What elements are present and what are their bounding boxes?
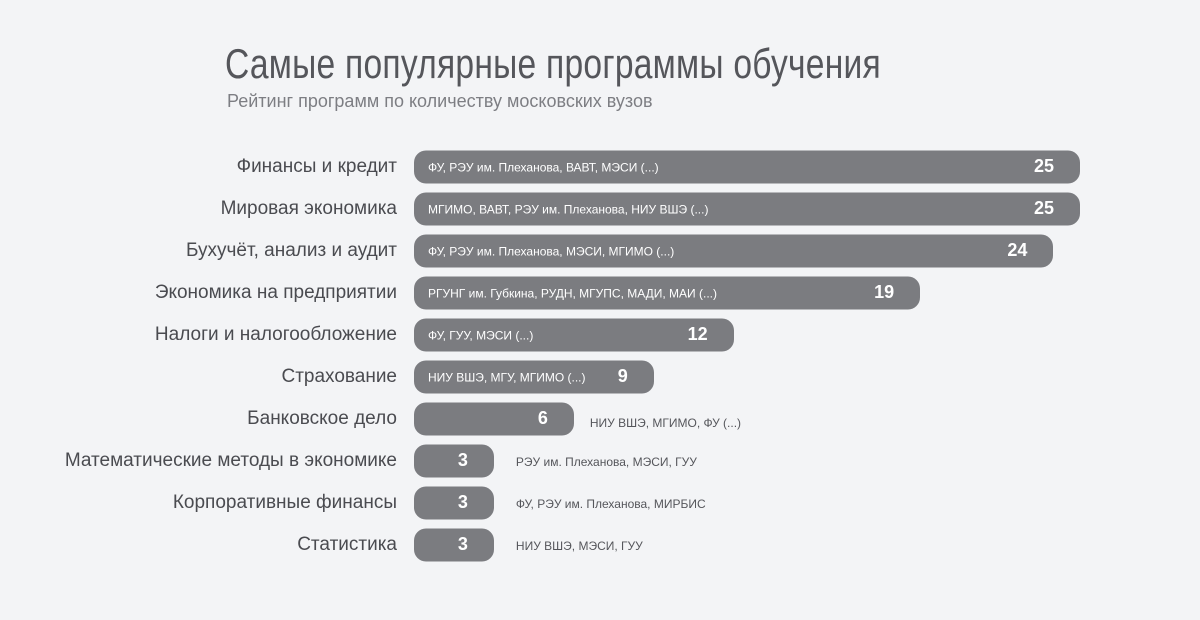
value-label: 9: [617, 365, 628, 386]
universities-label: НИУ ВШЭ, МГУ, МГИМО (...): [428, 370, 586, 384]
category-label: Экономика на предприятии: [154, 282, 397, 303]
value-label: 3: [457, 449, 468, 470]
bar: 12 ФУ, ГУУ, МЭСИ (...): [414, 318, 734, 352]
value-label: 3: [457, 491, 468, 512]
category-label: Статистика: [297, 534, 397, 555]
value-label: 25: [1033, 197, 1054, 218]
category-label: Корпоративные финансы: [172, 492, 397, 513]
universities-label: РЭУ им. Плеханова, МЭСИ, ГУУ: [515, 455, 697, 469]
category-label: Математические методы в экономике: [64, 450, 397, 471]
value-label: 24: [1007, 239, 1028, 260]
bar: 24 ФУ, РЭУ им. Плеханова, МЭСИ, МГИМО (..…: [414, 234, 1054, 268]
chart-title: Самые популярные программы обучения: [225, 40, 881, 87]
universities-label: НИУ ВШЭ, МЭСИ, ГУУ: [515, 539, 643, 553]
universities-label: НИУ ВШЭ, МГИМО, ФУ (...): [589, 416, 742, 430]
category-label: Финансы и кредит: [236, 156, 397, 177]
category-label: Налоги и налогообложение: [154, 324, 397, 345]
universities-label: ФУ, РЭУ им. Плеханова, ВАВТ, МЭСИ (...): [428, 160, 659, 174]
value-label: 12: [687, 323, 708, 344]
bar: 6: [414, 402, 574, 436]
universities-label: ФУ, ГУУ, МЭСИ (...): [428, 328, 534, 342]
value-label: 25: [1033, 155, 1054, 176]
bar: 25 МГИМО, ВАВТ, РЭУ им. Плеханова, НИУ ВШ…: [414, 192, 1080, 226]
category-label: Банковское дело: [247, 408, 397, 429]
chart-subtitle: Рейтинг программ по количеству московски…: [227, 91, 653, 111]
value-label: 6: [537, 407, 548, 428]
universities-label: РГУНГ им. Губкина, РУДН, МГУПС, МАДИ, МА…: [428, 286, 718, 300]
category-label: Бухучёт, анализ и аудит: [185, 240, 397, 261]
bar: 3: [414, 528, 494, 562]
category-label: Мировая экономика: [220, 198, 397, 219]
universities-label: МГИМО, ВАВТ, РЭУ им. Плеханова, НИУ ВШЭ …: [428, 202, 709, 216]
bar: 3: [414, 486, 494, 520]
bar: 19 РГУНГ им. Губкина, РУДН, МГУПС, МАДИ, …: [414, 276, 921, 310]
bar: 3: [414, 444, 494, 478]
value-label: 3: [457, 533, 468, 554]
universities-label: ФУ, РЭУ им. Плеханова, МИРБИС: [515, 497, 706, 511]
value-label: 19: [874, 281, 895, 302]
bar: 25 ФУ, РЭУ им. Плеханова, ВАВТ, МЭСИ (...…: [414, 150, 1080, 184]
universities-label: ФУ, РЭУ им. Плеханова, МЭСИ, МГИМО (...): [428, 244, 675, 258]
category-label: Страхование: [281, 366, 397, 387]
bar: 9 НИУ ВШЭ, МГУ, МГИМО (...): [414, 360, 654, 394]
